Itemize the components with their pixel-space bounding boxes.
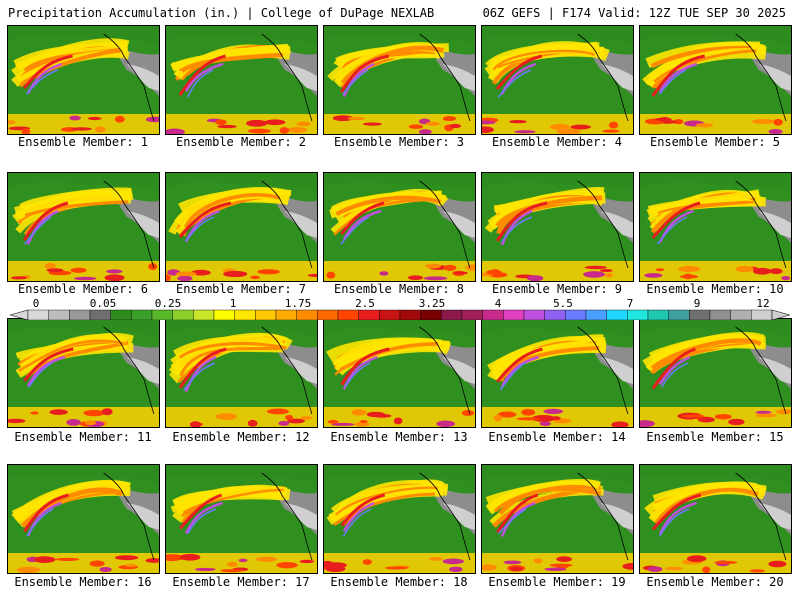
colorbar-tick-label: 1	[229, 297, 237, 310]
colorbar-cell	[544, 309, 566, 320]
ensemble-member-map-6	[7, 172, 160, 282]
colorbar-cell	[48, 309, 70, 320]
ensemble-member-map-20	[639, 464, 792, 574]
ensemble-member-map-19	[481, 464, 634, 574]
colorbar-cell	[482, 309, 504, 320]
ensemble-member-map-12	[165, 318, 318, 428]
colorbar-cell	[461, 309, 483, 320]
colorbar-cell	[317, 309, 339, 320]
colorbar-cell	[379, 309, 401, 320]
ensemble-member-label: Ensemble Member: 1	[17, 135, 149, 149]
colorbar-cell	[27, 309, 49, 320]
colorbar-cell	[193, 309, 215, 320]
ensemble-member-label: Ensemble Member: 15	[646, 430, 784, 444]
ensemble-member-map-10	[639, 172, 792, 282]
colorbar-cell	[585, 309, 607, 320]
colorbar-cell	[234, 309, 256, 320]
ensemble-member-label: Ensemble Member: 2	[175, 135, 307, 149]
ensemble-member-map-1	[7, 25, 160, 135]
colorbar-tick-label: 3.25	[418, 297, 446, 310]
ensemble-member-label: Ensemble Member: 13	[330, 430, 468, 444]
ensemble-member-label: Ensemble Member: 7	[175, 282, 307, 296]
colorbar-cell	[565, 309, 587, 320]
colorbar-tick-label: 4	[494, 297, 502, 310]
ensemble-member-map-7	[165, 172, 318, 282]
ensemble-member-label: Ensemble Member: 3	[333, 135, 465, 149]
ensemble-member-map-2	[165, 25, 318, 135]
colorbar-tick-label: 5.5	[553, 297, 573, 310]
ensemble-member-label: Ensemble Member: 20	[646, 575, 784, 589]
colorbar-cell	[110, 309, 132, 320]
ensemble-member-map-9	[481, 172, 634, 282]
run-valid-time: 06Z GEFS | F174 Valid: 12Z TUE SEP 30 20…	[482, 6, 786, 20]
colorbar-cell	[606, 309, 628, 320]
ensemble-member-map-4	[481, 25, 634, 135]
colorbar	[10, 309, 790, 320]
colorbar-cell	[399, 309, 421, 320]
colorbar-tick-label: 9	[693, 297, 701, 310]
ensemble-member-map-14	[481, 318, 634, 428]
colorbar-cell	[213, 309, 235, 320]
colorbar-cell	[131, 309, 153, 320]
colorbar-tick-label: 1.75	[284, 297, 312, 310]
colorbar-cell	[275, 309, 297, 320]
colorbar-cell	[255, 309, 277, 320]
colorbar-cell	[751, 309, 773, 320]
ensemble-member-label: Ensemble Member: 8	[333, 282, 465, 296]
colorbar-cell	[668, 309, 690, 320]
ensemble-member-map-17	[165, 464, 318, 574]
ensemble-member-label: Ensemble Member: 18	[330, 575, 468, 589]
colorbar-labels: 0 0.05 0.25 1 1.75 2.5 3.25 4 5.5 7 9 12	[0, 0, 800, 310]
colorbar-tick-label: 12	[756, 297, 770, 310]
colorbar-cell	[503, 309, 525, 320]
colorbar-tick-label: 2.5	[355, 297, 375, 310]
ensemble-member-map-8	[323, 172, 476, 282]
map-title: Precipitation Accumulation (in.) | Colle…	[8, 6, 435, 20]
colorbar-cell	[647, 309, 669, 320]
ensemble-member-label: Ensemble Member: 16	[14, 575, 152, 589]
ensemble-member-label: Ensemble Member: 4	[491, 135, 623, 149]
ensemble-member-map-18	[323, 464, 476, 574]
ensemble-member-label: Ensemble Member: 12	[172, 430, 310, 444]
colorbar-cell	[337, 309, 359, 320]
colorbar-tick-label: 0.05	[89, 297, 117, 310]
ensemble-member-label: Ensemble Member: 17	[172, 575, 310, 589]
ensemble-member-label: Ensemble Member: 9	[491, 282, 623, 296]
colorbar-cell	[172, 309, 194, 320]
ensemble-member-label: Ensemble Member: 11	[14, 430, 152, 444]
colorbar-cell	[730, 309, 752, 320]
colorbar-cell	[296, 309, 318, 320]
colorbar-cell	[69, 309, 91, 320]
ensemble-member-label: Ensemble Member: 14	[488, 430, 626, 444]
ensemble-member-map-15	[639, 318, 792, 428]
ensemble-member-map-16	[7, 464, 160, 574]
colorbar-tick-label: 0	[32, 297, 40, 310]
colorbar-tick-label: 7	[626, 297, 634, 310]
colorbar-min-arrow	[10, 309, 29, 320]
ensemble-member-map-3	[323, 25, 476, 135]
colorbar-cell	[709, 309, 731, 320]
colorbar-cell	[358, 309, 380, 320]
ensemble-member-label: Ensemble Member: 6	[17, 282, 149, 296]
colorbar-max-arrow	[771, 309, 790, 320]
colorbar-cell	[627, 309, 649, 320]
colorbar-cell	[89, 309, 111, 320]
colorbar-cell	[523, 309, 545, 320]
colorbar-cell	[689, 309, 711, 320]
ensemble-member-map-11	[7, 318, 160, 428]
colorbar-cell	[441, 309, 463, 320]
colorbar-tick-label: 0.25	[154, 297, 182, 310]
ensemble-member-label: Ensemble Member: 5	[649, 135, 781, 149]
colorbar-cell	[151, 309, 173, 320]
ensemble-member-label: Ensemble Member: 10	[646, 282, 784, 296]
colorbar-cell	[420, 309, 442, 320]
ensemble-member-label: Ensemble Member: 19	[488, 575, 626, 589]
ensemble-member-map-5	[639, 25, 792, 135]
ensemble-member-map-13	[323, 318, 476, 428]
